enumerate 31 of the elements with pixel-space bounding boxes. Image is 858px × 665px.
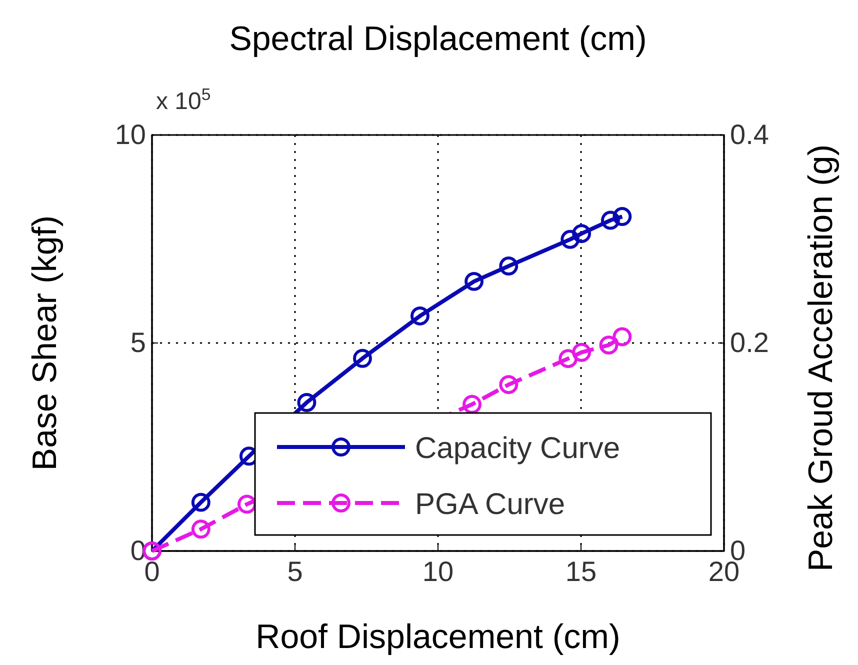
y-tick-label: 10: [114, 118, 146, 150]
y2-tick-label: 0.2: [730, 326, 769, 358]
point: [572, 224, 592, 244]
x-axis-title: Roof Displacement (cm): [256, 618, 620, 656]
y-tick-label: 5: [130, 326, 146, 358]
chart-title: Spectral Displacement (cm): [229, 20, 647, 58]
x-tick-label: 10: [422, 556, 454, 587]
point: [191, 492, 210, 512]
y2-axis-title: Peak Groud Acceleration (g): [802, 144, 840, 572]
point: [462, 394, 482, 414]
point: [297, 393, 316, 412]
point: [558, 349, 578, 368]
point: [612, 327, 632, 346]
point: [191, 520, 210, 539]
x-tick-label: 5: [287, 556, 303, 587]
point: [499, 256, 518, 276]
y2-tick-label: 0.4: [730, 118, 769, 150]
point: [353, 348, 372, 368]
point: [600, 210, 620, 230]
point: [499, 375, 518, 394]
point: [560, 230, 580, 249]
point: [599, 336, 618, 355]
point: [464, 272, 484, 291]
point: [612, 207, 632, 226]
legend-label: PGA Curve: [415, 488, 566, 521]
legend-label: Capacity Curve: [415, 432, 620, 465]
text: x 10$^{5}$: [156, 84, 211, 115]
point: [572, 342, 592, 362]
point: [410, 306, 430, 326]
y-axis-title: Base Shear (kgf): [26, 215, 64, 471]
x-tick-label: 15: [565, 556, 597, 587]
